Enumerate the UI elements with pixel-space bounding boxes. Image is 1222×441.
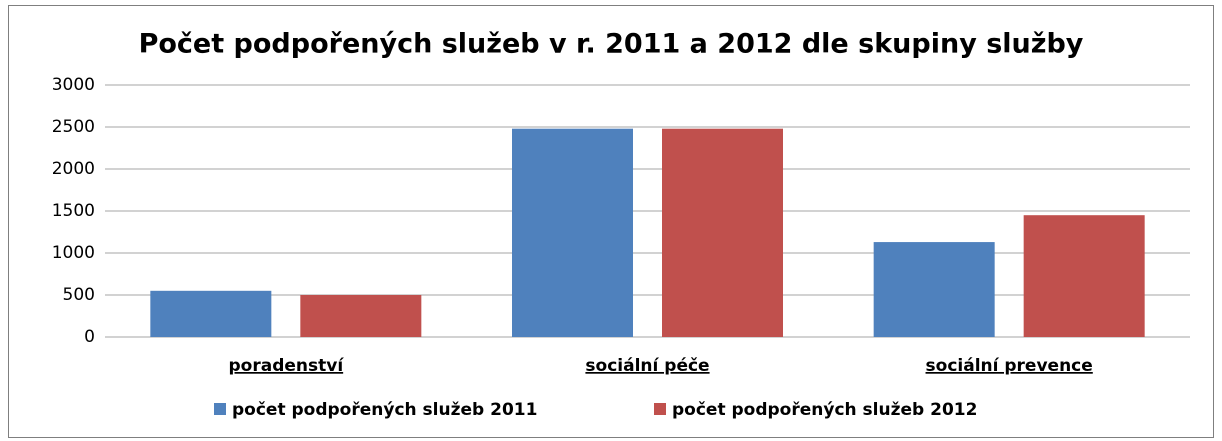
- y-tick-label: 1000: [52, 243, 95, 263]
- y-tick-label: 0: [84, 327, 95, 347]
- bar: [662, 128, 783, 337]
- bar: [300, 295, 422, 337]
- x-tick-label: poradenství: [228, 356, 344, 376]
- y-tick-label: 3000: [52, 75, 95, 95]
- bar: [873, 242, 995, 337]
- x-tick-label: sociální péče: [585, 356, 709, 376]
- bar: [512, 128, 633, 337]
- y-tick-label: 500: [63, 285, 95, 305]
- bar: [1023, 215, 1145, 337]
- bar: [150, 290, 272, 337]
- legend-label: počet podpořených služeb 2012: [672, 400, 977, 420]
- legend-swatch: [654, 403, 666, 415]
- legend-swatch: [214, 403, 226, 415]
- y-tick-label: 2500: [52, 117, 95, 137]
- legend-label: počet podpořených služeb 2011: [232, 400, 537, 420]
- chart-title: Počet podpořených služeb v r. 2011 a 201…: [139, 29, 1084, 60]
- x-tick-label: sociální prevence: [926, 356, 1093, 376]
- y-tick-label: 2000: [52, 159, 95, 179]
- y-tick-label: 1500: [52, 201, 95, 221]
